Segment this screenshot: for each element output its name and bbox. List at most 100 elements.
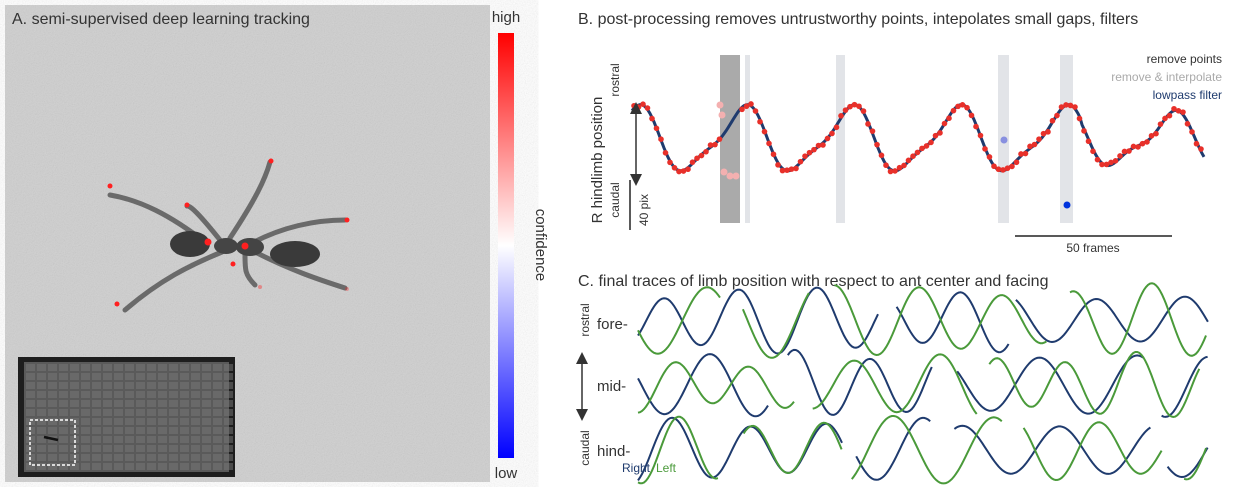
tile	[103, 436, 112, 443]
tile	[81, 427, 90, 434]
tile	[125, 427, 134, 434]
tile	[224, 454, 233, 461]
tile	[136, 427, 145, 434]
tracked-point	[1112, 157, 1119, 164]
tile	[92, 373, 101, 380]
tile	[180, 382, 189, 389]
y-scale-label: 40 pix	[637, 194, 651, 226]
tracked-point	[1193, 140, 1200, 147]
tile	[202, 409, 211, 416]
tracked-point	[739, 106, 745, 113]
tile	[103, 382, 112, 389]
tile	[202, 427, 211, 434]
limb-trace	[855, 416, 931, 481]
tile	[48, 463, 57, 470]
tracked-point	[1090, 148, 1096, 155]
tile	[191, 427, 200, 434]
tracked-point	[1076, 115, 1083, 122]
low-point	[1063, 201, 1071, 209]
tracked-point	[1081, 128, 1087, 134]
tile	[202, 382, 211, 389]
row-label: fore-	[597, 316, 628, 333]
tile	[26, 391, 35, 398]
tile	[224, 373, 233, 380]
tracked-point	[1180, 109, 1186, 115]
tracked-point	[937, 130, 943, 136]
tracked-point	[1103, 161, 1110, 168]
tile	[81, 418, 90, 425]
tile	[180, 427, 189, 434]
limb-trace	[834, 284, 1047, 357]
tile	[191, 445, 200, 452]
tile	[224, 418, 233, 425]
tile	[125, 445, 134, 452]
tile	[70, 436, 79, 443]
panel-c-title: C. final traces of limb position with re…	[578, 273, 1048, 290]
tile	[191, 400, 200, 407]
tile	[70, 445, 79, 452]
tracked-point	[815, 142, 822, 149]
tracked-point	[914, 149, 921, 156]
tile	[224, 364, 233, 371]
tile	[202, 400, 211, 407]
tracked-point	[833, 124, 840, 131]
tracked-point	[950, 107, 957, 114]
tile	[224, 463, 233, 470]
removed-point	[718, 111, 726, 119]
tile	[169, 445, 178, 452]
tile	[81, 364, 90, 371]
tile	[169, 382, 178, 389]
tracked-point	[662, 150, 669, 156]
tile	[158, 391, 167, 398]
tracked-point	[946, 115, 952, 122]
tracked-point	[1027, 143, 1033, 150]
tile	[81, 436, 90, 443]
x-scale-label: 50 frames	[1066, 241, 1119, 255]
limb-trace	[741, 292, 810, 359]
tile	[213, 373, 222, 380]
tile	[92, 427, 101, 434]
tile	[81, 400, 90, 407]
tracked-point	[1009, 163, 1015, 170]
tile	[180, 409, 189, 416]
tracked-point	[955, 103, 961, 110]
tile	[59, 382, 68, 389]
tile	[48, 391, 57, 398]
tile	[147, 427, 156, 434]
limb-trace	[742, 421, 843, 475]
tile	[191, 463, 200, 470]
tile	[169, 418, 178, 425]
tile	[169, 427, 178, 434]
tile	[103, 418, 112, 425]
tile	[158, 418, 167, 425]
tracked-point	[676, 168, 682, 175]
tracked-point	[1166, 112, 1173, 119]
tile	[213, 454, 222, 461]
tracked-point	[1072, 104, 1078, 110]
tracked-point	[820, 142, 826, 148]
tile	[92, 409, 101, 416]
tracked-point	[667, 159, 673, 166]
tile	[125, 463, 134, 470]
tracked-point	[932, 132, 939, 139]
tracked-point	[964, 104, 970, 111]
tile	[147, 418, 156, 425]
tracked-point	[658, 136, 664, 143]
limb-trace	[1022, 421, 1163, 482]
tracked-point	[892, 168, 898, 174]
tracked-point	[1067, 102, 1074, 109]
tracked-point	[1049, 117, 1056, 124]
caudal-label: caudal	[608, 182, 622, 217]
tile	[136, 418, 145, 425]
tile	[70, 364, 79, 371]
tile	[125, 409, 134, 416]
tile	[224, 436, 233, 443]
tile	[136, 373, 145, 380]
tile	[114, 454, 123, 461]
tracked-point	[644, 105, 651, 111]
tracked-point	[1144, 139, 1150, 145]
tile	[158, 427, 167, 434]
tracked-point	[1175, 107, 1182, 114]
tile	[224, 445, 233, 452]
tracked-point	[878, 152, 885, 159]
